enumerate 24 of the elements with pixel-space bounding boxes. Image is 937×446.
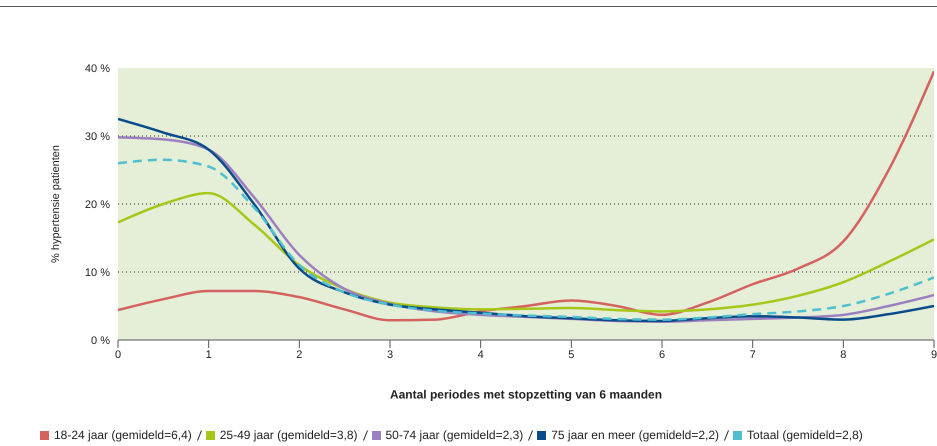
y-tick-label: 20 % (84, 198, 110, 211)
legend-label: Totaal (gemideld=2,8) (747, 428, 863, 442)
x-tick-label: 2 (296, 348, 302, 361)
y-tick-label: 40 % (84, 62, 110, 75)
legend-label: 25-49 jaar (gemideld=3,8) (220, 428, 358, 442)
x-tick-label: 0 (114, 348, 122, 361)
y-axis-title: % hypertensie patienten (50, 144, 62, 264)
x-axis-title: Aantal periodes met stopzetting van 6 maanden (390, 388, 662, 402)
y-tick-label: 0 % (91, 334, 110, 347)
line-series (118, 192, 934, 313)
x-tick-label: 5 (568, 348, 574, 361)
y-tick-label: 30 % (84, 130, 110, 143)
x-tick-label: 7 (750, 348, 756, 361)
x-tick-label: 1 (206, 348, 212, 361)
x-tick-label: 3 (386, 348, 394, 361)
x-tick-label: 4 (478, 348, 484, 361)
legend-label: 50-74 jaar (gemideld=2,3) (386, 428, 524, 442)
y-tick-label: 10 % (84, 266, 110, 279)
x-tick-label: 8 (840, 348, 846, 361)
x-tick-label: 6 (658, 348, 666, 361)
x-tick-label: 9 (930, 348, 937, 361)
legend-label: 75 jaar en meer (gemideld=2,2) (551, 428, 720, 442)
line-series (118, 70, 934, 322)
legend-label: 18-24 jaar (gemideld=6,4) (54, 428, 192, 442)
